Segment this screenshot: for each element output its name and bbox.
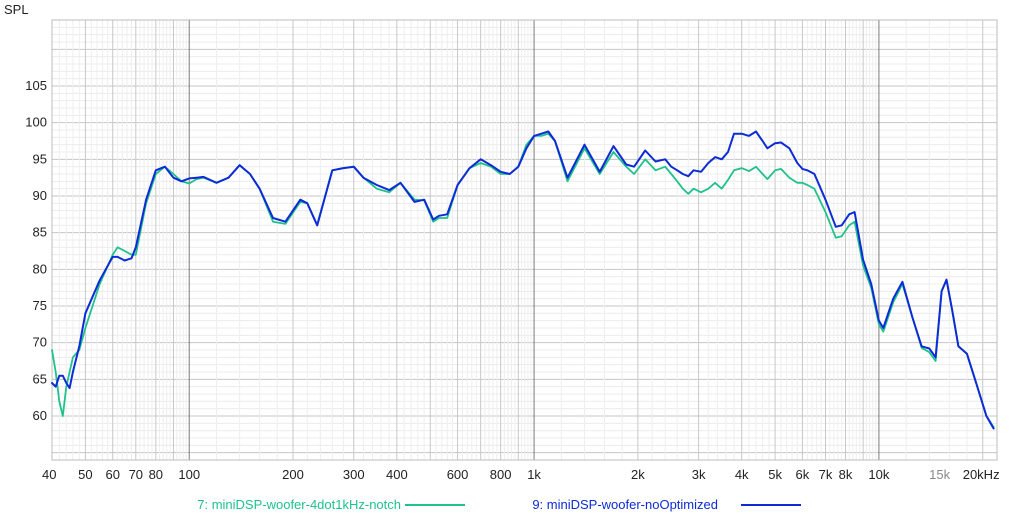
y-tick-label: 75 [33, 298, 47, 313]
x-tick-label: 70 [129, 467, 143, 482]
series-line-2 [51, 130, 995, 430]
x-tick-label: 15k [929, 467, 950, 482]
x-tick-label: 8k [839, 467, 853, 482]
x-tick-label: 80 [149, 467, 163, 482]
y-tick-label: 60 [33, 408, 47, 423]
plot-border [51, 19, 998, 461]
y-tick-label: 95 [33, 151, 47, 166]
y-tick-labels: 60 65 70 75 80 85 90 95 100 105 [25, 78, 47, 423]
y-tick-label: 90 [33, 188, 47, 203]
y-tick-label: 105 [25, 78, 47, 93]
x-tick-label: 20kHz [963, 467, 1000, 482]
y-tick-label: 70 [33, 335, 47, 350]
x-tick-label: 100 [178, 467, 200, 482]
y-tick-label: 85 [33, 225, 47, 240]
x-tick-label: 2k [631, 467, 645, 482]
x-tick-label: 6k [796, 467, 810, 482]
x-tick-label: 40 [42, 467, 56, 482]
x-tick-label: 1k [527, 467, 541, 482]
y-tick-label: 80 [33, 261, 47, 276]
x-tick-label: 200 [282, 467, 304, 482]
x-tick-label: 3k [692, 467, 706, 482]
x-tick-label: 400 [386, 467, 408, 482]
series-lines [51, 130, 995, 430]
grid-lines [51, 19, 998, 461]
y-tick-label: 65 [33, 371, 47, 386]
x-tick-label: 300 [343, 467, 365, 482]
x-tick-label: 600 [447, 467, 469, 482]
legend-label-2: 9: miniDSP-woofer-noOptimized [532, 497, 718, 512]
legend-label-1: 7: miniDSP-woofer-4dot1kHz-notch [197, 497, 401, 512]
legend: 7: miniDSP-woofer-4dot1kHz-notch 9: miniD… [197, 497, 801, 512]
x-tick-labels: 40 50 60 70 80 100 200 300 400 600 800 1k 2k 3k 4k 5k 6k… [42, 467, 1000, 482]
x-tick-label: 4k [735, 467, 749, 482]
y-axis-label: SPL [4, 2, 29, 17]
y-tick-label: 100 [25, 115, 47, 130]
x-tick-label: 7k [819, 467, 833, 482]
x-tick-label: 60 [105, 467, 119, 482]
x-tick-label: 800 [490, 467, 512, 482]
x-tick-label: 50 [78, 467, 92, 482]
x-tick-label: 5k [768, 467, 782, 482]
x-tick-label: 10k [868, 467, 889, 482]
